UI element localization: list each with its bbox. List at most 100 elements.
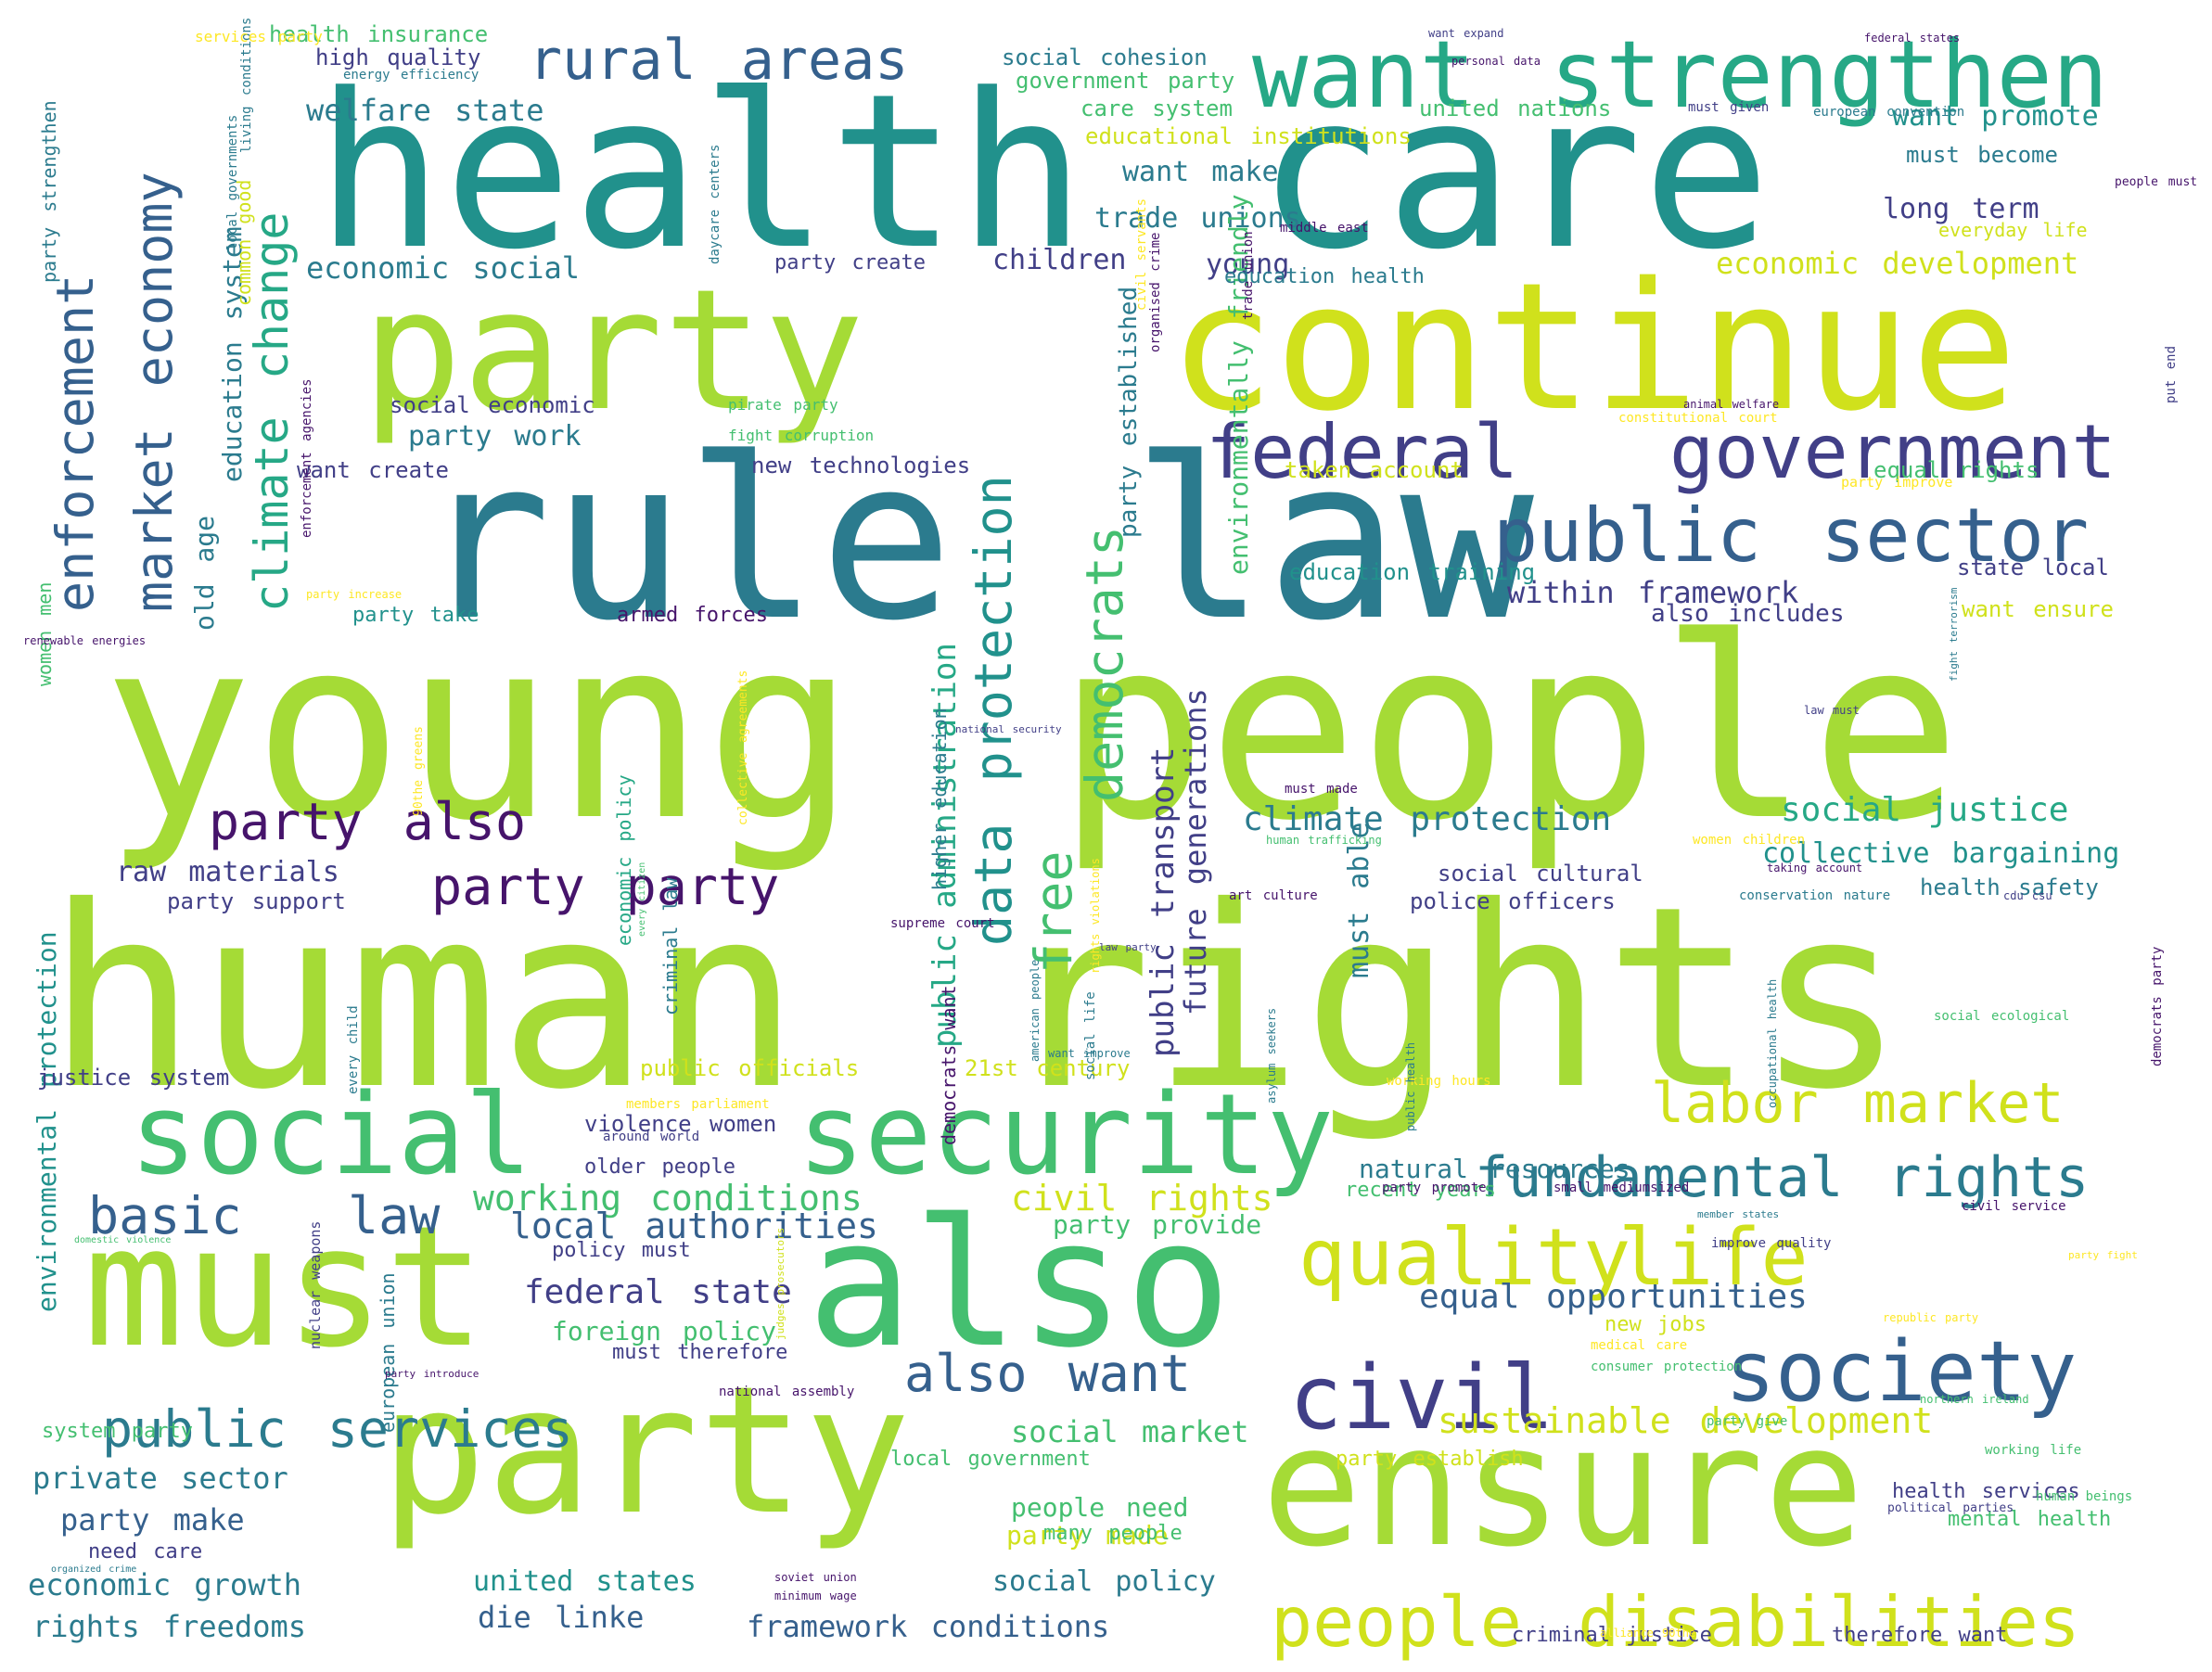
cloud-word-collective-bargaining: collective bargaining [1762,837,2119,870]
cloud-word-social-life: social life [1083,991,1098,1080]
cloud-word-must-made: must made [1285,782,1358,797]
cloud-word-public-administration: public administration [927,643,964,1048]
cloud-word-older-people: older people [584,1155,735,1179]
cloud-word-care-system: care system [1080,96,1233,121]
cloud-word-social-cohesion: social cohesion [1002,45,1208,70]
cloud-word-occupational-health: occupational health [1766,979,1779,1108]
cloud-word-also-includes: also includes [1651,600,1845,628]
cloud-word-party-create: party create [774,251,926,274]
cloud-word-law-party: law party [1099,941,1157,953]
cloud-word-democrats-want: democrats want [938,985,960,1145]
cloud-word-federal-states: federal states [1864,32,1960,45]
cloud-word-member-states: member states [1697,1208,1779,1220]
cloud-word-security: security [798,1071,1334,1200]
cloud-word-rights-violations: rights violations [1089,858,1102,974]
cloud-word-every-child: every child [346,1005,361,1094]
cloud-word-want-create: want create [297,457,449,483]
cloud-word-human-beings: human beings [2036,1489,2132,1504]
cloud-word-must-able: must able [1343,822,1375,978]
cloud-word-young-people: young people [102,583,1962,875]
cloud-word-continue: continue [1169,245,2017,450]
cloud-word-recent-years: recent years [1345,1179,1496,1202]
cloud-word-want-make: want make [1122,156,1279,188]
cloud-word-rights-freedoms: rights freedoms [32,1609,306,1644]
cloud-word-democrats-party: democrats party [2150,947,2165,1066]
cloud-word-national-assembly: national assembly [719,1385,854,1399]
cloud-word-party-also: party also [209,792,526,851]
cloud-word-young: young [1206,249,1289,281]
cloud-word-high-quality: high quality [315,45,480,70]
cloud-word-art-culture: art culture [1229,888,1318,903]
cloud-word-therefore-want: therefore want [1832,1624,2007,1647]
cloud-word-party-strengthen: party strengthen [38,100,60,283]
cloud-word-party-make: party make [60,1502,245,1538]
cloud-word-public-officials: public officials [640,1055,859,1081]
cloud-word-people-disabilities: people disabilities [1271,1581,2080,1663]
cloud-word-also: also [807,1181,1232,1386]
cloud-word-united-nations: united nations [1419,96,1611,121]
cloud-word-data-protection: data protection [964,475,1023,946]
cloud-word-violence-women: violence women [584,1111,776,1137]
cloud-word-local-authorities: local authorities [510,1206,878,1246]
cloud-word-social-policy: social policy [992,1565,1216,1598]
cloud-word-organized-crime: organized crime [51,1564,136,1575]
cloud-word-police-officers: police officers [1410,888,1616,914]
cloud-word-conservation-nature: conservation nature [1739,888,1890,903]
cloud-word-rural-areas: rural areas [529,28,908,93]
cloud-word-civil-service: civil service [1962,1199,2066,1214]
cloud-word-social-ecological: social ecological [1934,1009,2069,1024]
cloud-word-animal-welfare: animal welfare [1683,398,1779,411]
cloud-word-fight-terrorism: fight terrorism [1948,587,1960,682]
cloud-word-educational-institutions: educational institutions [1085,123,1412,149]
cloud-word-basic: basic [88,1186,242,1245]
cloud-word-put-end: put end [2164,346,2179,403]
cloud-word-asylum-seekers: asylum seekers [1265,1008,1278,1104]
cloud-word-public-services: public services [102,1399,573,1459]
cloud-word-cdu-csu: cdu csu [2003,889,2052,902]
cloud-word-taken-account: taken account [1285,457,1464,483]
cloud-word-trade-union: trade union [1241,231,1256,320]
cloud-word-new-technologies: new technologies [751,453,970,479]
cloud-word-health-safety: health safety [1920,874,2099,900]
cloud-word-civil-rights: civil rights [1011,1178,1273,1219]
cloud-word-die-linke: die linke [478,1600,644,1635]
cloud-word-renewable-energies: renewable energies [23,634,146,647]
cloud-word-welfare-state: welfare state [306,93,543,128]
cloud-word-fight-corruption: fight corruption [728,427,874,444]
cloud-word-european-convention: european convention [1813,105,1964,120]
cloud-word-democrats: democrats [1075,526,1134,802]
cloud-word-federal-state: federal state [524,1273,792,1311]
cloud-word-framework-conditions: framework conditions [747,1609,1109,1644]
cloud-word-state-local: state local [1957,555,2109,581]
cloud-word-also-want: also want [904,1344,1191,1403]
cloud-word-many-people: many people [1043,1522,1183,1545]
cloud-word-private-sector: private sector [32,1461,288,1496]
cloud-word-old-age: old age [189,516,220,631]
cloud-word-women-children: women children [1693,833,1805,848]
cloud-word-equal-opportunities: equal opportunities [1419,1278,1808,1316]
cloud-word-new-jobs: new jobs [1605,1313,1707,1336]
cloud-word-middle-east: middle east [1280,221,1369,236]
cloud-word-policy-must: policy must [552,1239,691,1262]
cloud-word-united-states: united states [473,1565,697,1598]
cloud-word-equal-rights: equal rights [1873,457,2039,483]
cloud-word-every-citizen: every citizen [637,862,647,937]
cloud-word-criminal-justice: criminal justice [1512,1624,1712,1647]
cloud-word-party-establish: party establish [1336,1448,1524,1471]
cloud-word-economic-policy: economic policy [613,774,635,946]
cloud-word-future-generations: future generations [1178,688,1213,1015]
cloud-word-social: social [130,1071,531,1200]
cloud-word-foreign-policy: foreign policy [552,1316,776,1347]
cloud-word-law-must: law must [1804,704,1860,717]
cloud-word-90the-greens: 90the greens [412,726,426,816]
cloud-word-members-parliament: members parliament [626,1097,770,1112]
cloud-word-human-trafficking: human trafficking [1266,834,1382,847]
cloud-word-medical-care: medical care [1591,1338,1687,1353]
cloud-word-nuclear-weapons: nuclear weapons [307,1221,324,1349]
cloud-word-education-system: education system [217,226,248,482]
cloud-word-women-men: women men [33,582,56,686]
cloud-word-domestic-violence: domestic violence [74,1235,171,1245]
cloud-word-need-care: need care [88,1540,202,1564]
cloud-word-education-health: education health [1224,265,1425,288]
cloud-word-system-party: system party [42,1420,193,1443]
